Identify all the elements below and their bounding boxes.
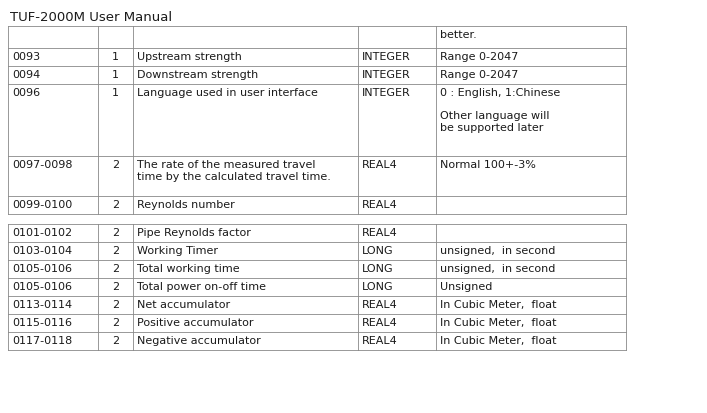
Text: Reynolds number: Reynolds number: [137, 199, 235, 209]
Text: 2: 2: [112, 245, 119, 255]
Text: INTEGER: INTEGER: [362, 88, 411, 98]
Bar: [8, 27, 626, 214]
Text: Language used in user interface: Language used in user interface: [137, 88, 318, 98]
Text: 0115-0116: 0115-0116: [12, 317, 72, 327]
Text: Negative accumulator: Negative accumulator: [137, 335, 261, 345]
Text: The rate of the measured travel
time by the calculated travel time.: The rate of the measured travel time by …: [137, 159, 331, 181]
Text: Total working time: Total working time: [137, 263, 240, 273]
Text: Positive accumulator: Positive accumulator: [137, 317, 254, 327]
Text: TUF-2000M User Manual: TUF-2000M User Manual: [10, 11, 172, 24]
Text: 2: 2: [112, 335, 119, 345]
Text: Normal 100+-3%: Normal 100+-3%: [440, 159, 536, 170]
Bar: [8, 224, 626, 350]
Text: LONG: LONG: [362, 245, 394, 255]
Text: 2: 2: [112, 263, 119, 273]
Text: INTEGER: INTEGER: [362, 70, 411, 80]
Text: REAL4: REAL4: [362, 228, 398, 237]
Text: Total power on-off time: Total power on-off time: [137, 281, 266, 291]
Text: In Cubic Meter,  float: In Cubic Meter, float: [440, 299, 556, 309]
Text: REAL4: REAL4: [362, 199, 398, 209]
Text: 0113-0114: 0113-0114: [12, 299, 72, 309]
Text: Pipe Reynolds factor: Pipe Reynolds factor: [137, 228, 251, 237]
Text: LONG: LONG: [362, 281, 394, 291]
Text: 0101-0102: 0101-0102: [12, 228, 72, 237]
Text: 0096: 0096: [12, 88, 40, 98]
Text: Downstream strength: Downstream strength: [137, 70, 258, 80]
Text: REAL4: REAL4: [362, 299, 398, 309]
Text: 0105-0106: 0105-0106: [12, 281, 72, 291]
Text: Range 0-2047: Range 0-2047: [440, 52, 518, 62]
Text: 1: 1: [112, 70, 119, 80]
Text: In Cubic Meter,  float: In Cubic Meter, float: [440, 317, 556, 327]
Text: Range 0-2047: Range 0-2047: [440, 70, 518, 80]
Text: better.: better.: [440, 30, 477, 40]
Text: REAL4: REAL4: [362, 159, 398, 170]
Text: 2: 2: [112, 281, 119, 291]
Text: REAL4: REAL4: [362, 335, 398, 345]
Text: 2: 2: [112, 199, 119, 209]
Text: 1: 1: [112, 52, 119, 62]
Text: 2: 2: [112, 228, 119, 237]
Text: Working Timer: Working Timer: [137, 245, 218, 255]
Text: Net accumulator: Net accumulator: [137, 299, 230, 309]
Text: 2: 2: [112, 299, 119, 309]
Text: LONG: LONG: [362, 263, 394, 273]
Text: In Cubic Meter,  float: In Cubic Meter, float: [440, 335, 556, 345]
Text: 0093: 0093: [12, 52, 40, 62]
Text: 0 : English, 1:Chinese

Other language will
be supported later: 0 : English, 1:Chinese Other language wi…: [440, 88, 560, 133]
Text: INTEGER: INTEGER: [362, 52, 411, 62]
Text: 0094: 0094: [12, 70, 40, 80]
Text: 0103-0104: 0103-0104: [12, 245, 72, 255]
Text: 2: 2: [112, 159, 119, 170]
Text: unsigned,  in second: unsigned, in second: [440, 263, 556, 273]
Text: Upstream strength: Upstream strength: [137, 52, 242, 62]
Text: 0097-0098: 0097-0098: [12, 159, 73, 170]
Text: 0117-0118: 0117-0118: [12, 335, 72, 345]
Text: unsigned,  in second: unsigned, in second: [440, 245, 556, 255]
Text: 0099-0100: 0099-0100: [12, 199, 72, 209]
Text: 1: 1: [112, 88, 119, 98]
Text: REAL4: REAL4: [362, 317, 398, 327]
Text: Unsigned: Unsigned: [440, 281, 492, 291]
Text: 0105-0106: 0105-0106: [12, 263, 72, 273]
Text: 2: 2: [112, 317, 119, 327]
